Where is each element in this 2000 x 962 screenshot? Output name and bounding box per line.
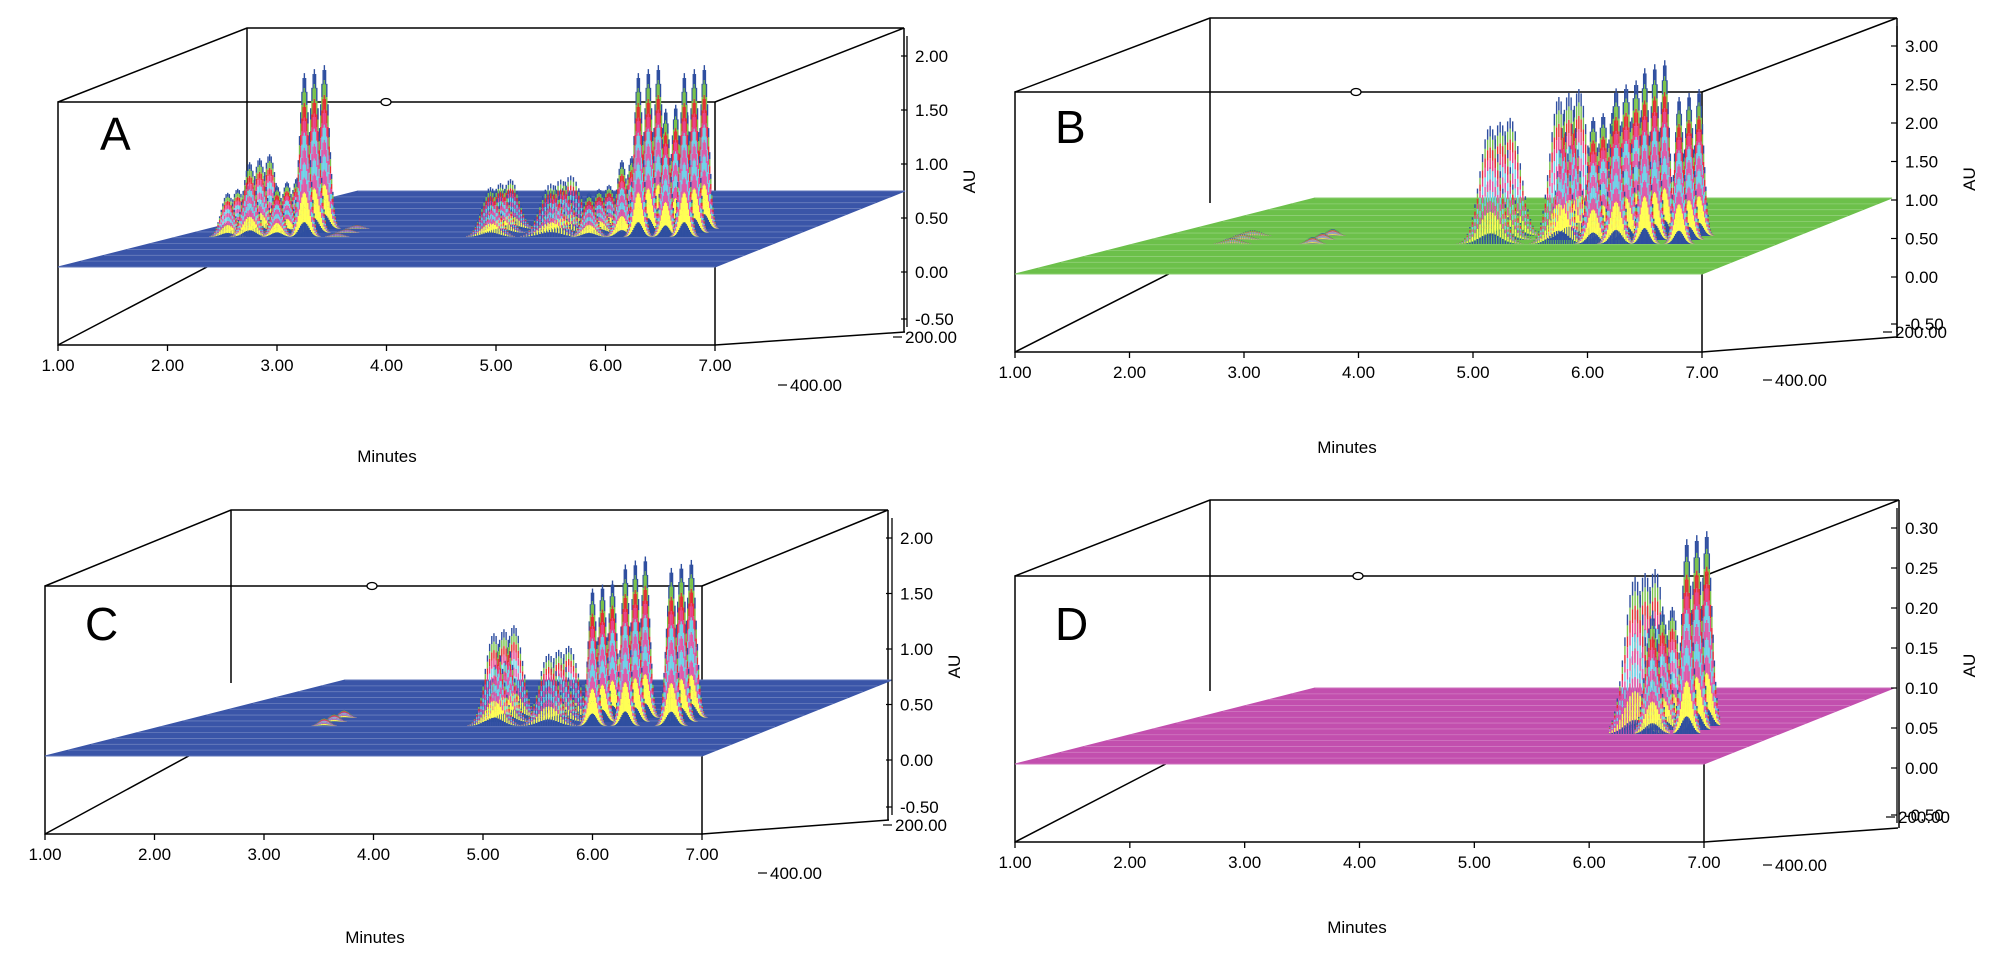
- top-frame: [57, 27, 905, 103]
- peak-a-5: [325, 224, 370, 237]
- panel-a: 1.00 2.00 3.00 4.00 5.00 6.00 7.00Minutes-0.50…: [41, 27, 979, 466]
- cursor-marker: [380, 97, 392, 107]
- peak-a-4: [287, 65, 341, 237]
- peak-a-6: [466, 179, 535, 237]
- depth-axis-line: [714, 331, 906, 346]
